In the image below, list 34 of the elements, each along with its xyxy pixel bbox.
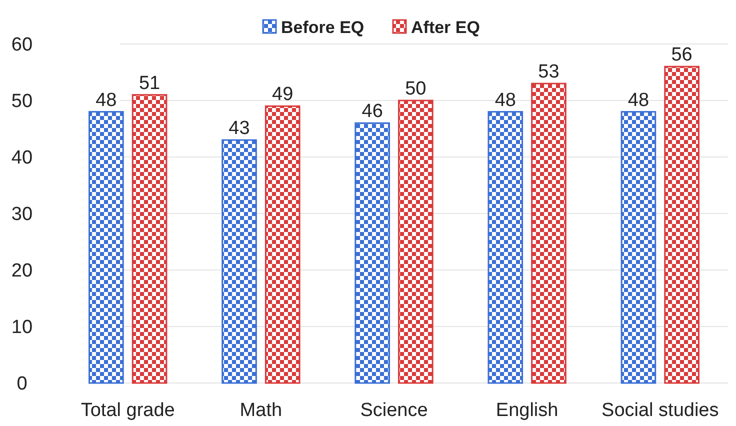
data-label: 53 bbox=[538, 62, 560, 83]
bar bbox=[488, 111, 524, 384]
data-label: 46 bbox=[362, 101, 383, 122]
bar bbox=[398, 100, 434, 384]
bar bbox=[620, 111, 656, 384]
bar bbox=[531, 82, 566, 384]
y-tick-label: 60 bbox=[11, 34, 33, 56]
bar bbox=[664, 66, 700, 384]
data-label: 50 bbox=[405, 78, 426, 100]
bar bbox=[132, 94, 168, 384]
x-tick-label: Science bbox=[360, 400, 428, 421]
x-tick-label: Math bbox=[240, 400, 282, 421]
data-label: 43 bbox=[228, 118, 250, 140]
data-label: 48 bbox=[96, 90, 117, 111]
y-tick-label: 0 bbox=[16, 374, 28, 395]
x-tick-label: Total grade bbox=[80, 400, 175, 421]
bar bbox=[264, 105, 300, 384]
y-tick-label: 50 bbox=[11, 91, 33, 112]
legend-label: After EQ bbox=[411, 18, 480, 37]
y-tick-label: 20 bbox=[11, 260, 33, 282]
data-label: 56 bbox=[671, 44, 692, 66]
data-label: 48 bbox=[628, 90, 650, 111]
bar bbox=[354, 122, 390, 384]
x-tick-label: English bbox=[496, 400, 558, 421]
data-label: 48 bbox=[494, 90, 516, 111]
y-tick-label: 40 bbox=[11, 148, 33, 169]
y-tick-label: 30 bbox=[11, 204, 33, 226]
data-label: 51 bbox=[138, 72, 160, 94]
bar bbox=[222, 139, 257, 384]
data-label: 49 bbox=[272, 84, 294, 106]
x-tick-label: Social studies bbox=[602, 400, 719, 421]
legend-label: Before EQ bbox=[281, 18, 364, 37]
y-tick-label: 10 bbox=[11, 317, 33, 338]
bar bbox=[88, 111, 124, 384]
